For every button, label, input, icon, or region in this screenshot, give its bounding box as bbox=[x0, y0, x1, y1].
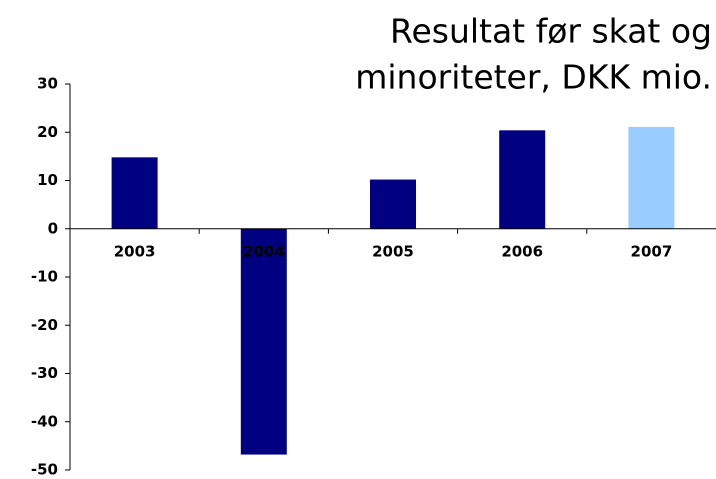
x-tick-label: 2005 bbox=[372, 242, 414, 260]
bar bbox=[370, 179, 416, 229]
y-tick-label: -10 bbox=[31, 268, 58, 286]
y-tick-label: -20 bbox=[31, 316, 58, 334]
x-tick-label: 2003 bbox=[114, 242, 156, 260]
x-tick-label: 2004 bbox=[243, 242, 285, 260]
y-tick-label: 30 bbox=[37, 75, 58, 93]
bar bbox=[111, 157, 158, 229]
x-tick-label: 2007 bbox=[631, 242, 673, 260]
bar bbox=[499, 130, 546, 229]
y-tick-label: 10 bbox=[37, 171, 58, 189]
chart-title: Resultat før skat og bbox=[390, 12, 712, 51]
y-tick-label: -30 bbox=[31, 364, 58, 382]
x-tick-label: 2006 bbox=[501, 242, 543, 260]
y-tick-label: 0 bbox=[48, 219, 58, 237]
y-tick-label: -40 bbox=[31, 412, 58, 430]
y-tick-label: 20 bbox=[37, 123, 58, 141]
chart-title: minoriteter, DKK mio. bbox=[355, 58, 712, 97]
bar bbox=[628, 126, 675, 229]
bar bbox=[240, 228, 287, 455]
y-tick-label: -50 bbox=[31, 461, 58, 479]
